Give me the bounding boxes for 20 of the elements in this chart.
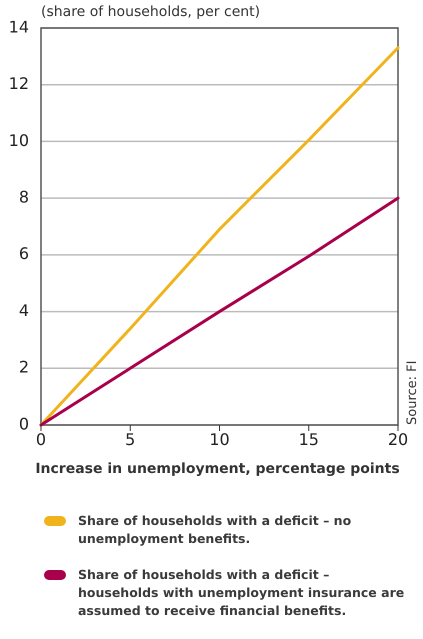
y-axis-title: (share of households, per cent): [41, 4, 260, 20]
x-axis-title: Increase in unemployment, percentage points: [35, 461, 400, 477]
source-note: Source: FI: [405, 360, 420, 425]
x-tick-label: 15: [298, 430, 319, 449]
legend-label: Share of households with a deficit – no unemployment benefits.: [78, 513, 352, 546]
y-tick-label: 2: [18, 358, 29, 377]
legend-label: Share of households with a deficit – households with unemployment insurance are assumed to receive financial benefits.: [78, 567, 404, 618]
y-tick-label: 8: [18, 188, 29, 207]
x-tick-label: 10: [209, 430, 230, 449]
y-tick-label: 10: [8, 130, 29, 150]
x-tick-label: 5: [125, 430, 136, 449]
y-tick-label: 14: [8, 17, 29, 36]
line-series: [40, 196, 400, 426]
y-tick-label: 12: [8, 74, 29, 94]
y-tick-label: 0: [18, 414, 29, 434]
line-series: [40, 46, 400, 426]
y-tick-label: 6: [18, 244, 29, 264]
x-tick-label: 0: [36, 430, 46, 449]
x-tick-label: 20: [388, 430, 408, 449]
y-tick-label: 4: [18, 300, 29, 320]
